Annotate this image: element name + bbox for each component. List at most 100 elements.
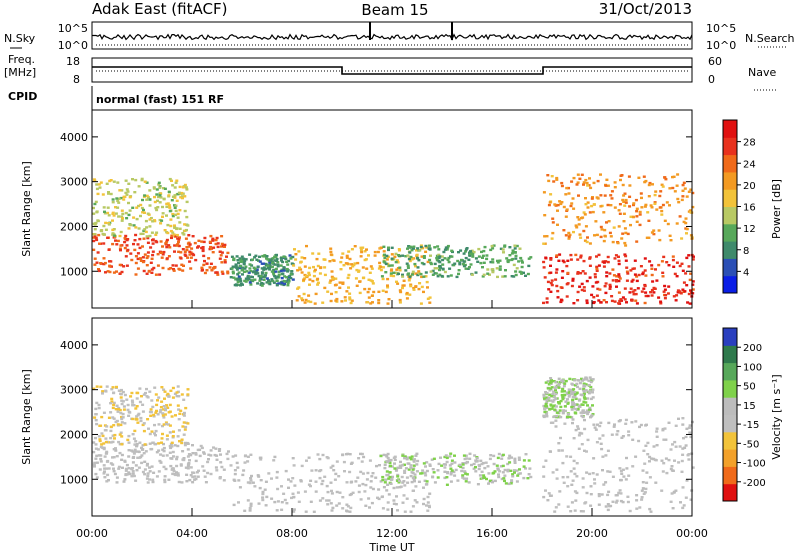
power-echo-cell xyxy=(591,210,595,214)
vel-echo-cell xyxy=(330,489,333,493)
power-echo-cell xyxy=(226,270,230,273)
vel-echo-cell xyxy=(545,415,549,418)
power-echo-cell xyxy=(155,208,159,212)
vel-echo-cell xyxy=(396,479,400,482)
power-echo-cell xyxy=(366,290,370,294)
power-echo-cell xyxy=(248,267,252,270)
vel-echo-cell xyxy=(370,501,374,505)
vel-echo-cell xyxy=(498,470,502,473)
power-echo-cell xyxy=(444,246,448,249)
power-echo-cell xyxy=(608,283,612,287)
vel-echo-cell xyxy=(329,502,333,505)
power-echo-cell xyxy=(363,250,367,253)
vel-echo-cell xyxy=(131,450,135,453)
power-echo-cell xyxy=(595,233,599,237)
power-echo-cell xyxy=(183,195,187,198)
vel-echo-cell xyxy=(137,412,141,416)
power-echo-cell xyxy=(498,265,502,268)
vel-echo-cell xyxy=(450,462,454,465)
power-echo-cell xyxy=(274,276,278,280)
power-echo-cell xyxy=(625,301,628,304)
power-echo-cell xyxy=(370,280,374,283)
power-echo-cell xyxy=(279,264,283,267)
power-echo-cell xyxy=(92,212,96,215)
vel-colorbar-segment xyxy=(723,328,737,346)
power-echo-cell xyxy=(176,243,180,246)
vel-echo-cell xyxy=(178,440,181,443)
vel-echo-cell xyxy=(183,441,187,445)
vel-echo-cell xyxy=(186,442,190,445)
vel-echo-cell xyxy=(144,391,147,395)
vel-echo-cell xyxy=(479,459,483,462)
power-echo-cell xyxy=(629,287,633,290)
vel-echo-cell xyxy=(92,441,96,444)
vel-echo-cell xyxy=(94,436,97,440)
power-echo-cell xyxy=(185,246,189,249)
vel-echo-cell xyxy=(545,413,549,417)
power-echo-cell xyxy=(515,267,519,270)
power-echo-cell xyxy=(623,241,627,245)
vel-echo-cell xyxy=(572,388,576,391)
vel-echo-cell xyxy=(291,492,295,495)
power-echo-cell xyxy=(586,236,589,239)
power-echo-cell xyxy=(307,273,311,277)
vel-echo-cell xyxy=(542,465,546,468)
power-echo-cell xyxy=(397,272,400,275)
power-echo-cell xyxy=(257,274,261,278)
power-echo-cell xyxy=(384,271,388,274)
vel-echo-cell xyxy=(132,474,136,478)
power-echo-cell xyxy=(687,265,691,268)
vel-echo-cell xyxy=(558,382,561,385)
power-echo-cell xyxy=(161,212,165,215)
power-echo-cell xyxy=(282,255,286,258)
power-echo-cell xyxy=(666,222,670,226)
power-echo-cell xyxy=(646,294,650,298)
power-echo-cell xyxy=(348,298,352,301)
power-echo-cell xyxy=(440,274,444,278)
power-echo-cell xyxy=(247,277,251,280)
vel-echo-cell xyxy=(672,490,676,494)
power-echo-cell xyxy=(285,267,289,271)
vel-echo-cell xyxy=(151,478,155,481)
vel-echo-cell xyxy=(389,478,393,481)
vel-echo-cell xyxy=(599,442,603,445)
power-echo-cell xyxy=(150,231,154,234)
power-echo-cell xyxy=(464,267,468,270)
power-echo-cell xyxy=(618,212,622,215)
vel-echo-cell xyxy=(403,455,407,458)
vel-echo-cell xyxy=(461,474,465,477)
vel-echo-cell xyxy=(120,402,124,406)
vel-echo-cell xyxy=(555,414,559,418)
vel-echo-cell xyxy=(405,458,409,461)
vel-echo-cell xyxy=(159,409,163,412)
vel-echo-cell xyxy=(549,404,553,407)
vel-echo-cell xyxy=(641,481,645,484)
power-echo-cell xyxy=(521,261,524,264)
vel-echo-cell xyxy=(182,433,186,436)
vel-echo-cell xyxy=(491,481,494,484)
power-echo-cell xyxy=(678,215,682,218)
power-echo-cell xyxy=(250,264,254,267)
vel-echo-cell xyxy=(105,450,109,454)
power-echo-cell xyxy=(401,286,404,290)
vel-echo-cell xyxy=(193,475,197,478)
vel-echo-cell xyxy=(161,414,165,417)
power-echo-cell xyxy=(549,281,553,285)
power-echo-cell xyxy=(151,250,155,253)
power-echo-cell xyxy=(502,251,505,254)
power-echo-cell xyxy=(657,263,661,267)
power-echo-cell xyxy=(655,279,659,282)
power-echo-cell xyxy=(631,290,635,293)
vel-echo-cell xyxy=(101,392,104,395)
vel-echo-cell xyxy=(385,455,389,458)
vel-echo-cell xyxy=(114,408,118,411)
vel-echo-cell xyxy=(635,494,639,497)
vel-echo-cell xyxy=(131,401,135,404)
vel-echo-cell xyxy=(443,476,447,480)
power-echo-cell xyxy=(294,258,298,261)
power-echo-cell xyxy=(308,266,312,270)
power-echo-cell xyxy=(676,197,680,201)
vel-echo-cell xyxy=(177,395,181,398)
vel-echo-cell xyxy=(622,475,626,478)
power-echo-cell xyxy=(182,233,186,236)
